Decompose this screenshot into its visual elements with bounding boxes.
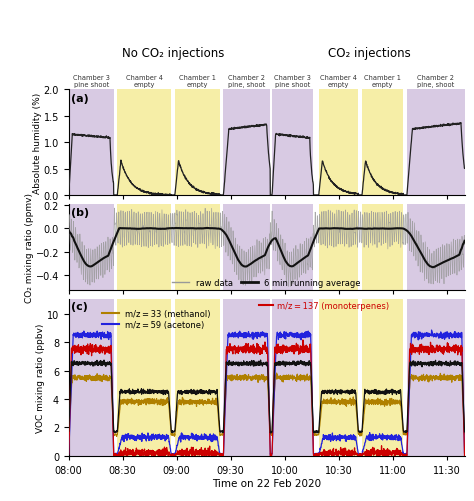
Text: m/z = 137 (monoterpenes): m/z = 137 (monoterpenes) (276, 302, 389, 311)
Legend: m/z = 33 (methanol), m/z = 59 (acetone): m/z = 33 (methanol), m/z = 59 (acetone) (99, 306, 214, 333)
X-axis label: Time on 22 Feb 2020: Time on 22 Feb 2020 (212, 477, 321, 487)
Text: Chamber 2
pine, shoot: Chamber 2 pine, shoot (228, 75, 265, 88)
Bar (69, 300, 114, 456)
Bar (319, 300, 358, 456)
Y-axis label: Absolute humidity (%): Absolute humidity (%) (33, 92, 42, 193)
Bar (223, 300, 270, 456)
Text: CO₂ injections: CO₂ injections (328, 47, 411, 60)
Bar (362, 90, 403, 195)
Text: No CO₂ injections: No CO₂ injections (122, 47, 225, 60)
Legend: raw data, 6 min running average: raw data, 6 min running average (169, 275, 364, 291)
Text: Chamber 1
empty: Chamber 1 empty (364, 75, 401, 88)
Y-axis label: CO₂ mixing ratio (ppmv): CO₂ mixing ratio (ppmv) (25, 193, 34, 303)
Bar (362, 205, 403, 291)
Text: Chamber 4
empty: Chamber 4 empty (126, 75, 163, 88)
Text: Chamber 4
empty: Chamber 4 empty (320, 75, 357, 88)
Bar (69, 205, 114, 291)
Bar (117, 90, 171, 195)
Text: (a): (a) (71, 93, 89, 103)
Text: Chamber 2
pine, shoot: Chamber 2 pine, shoot (417, 75, 455, 88)
Text: (b): (b) (71, 207, 89, 217)
Bar (175, 90, 220, 195)
Bar (272, 205, 313, 291)
Bar (69, 90, 114, 195)
Bar (407, 300, 465, 456)
Bar (272, 90, 313, 195)
Text: Chamber 1
empty: Chamber 1 empty (179, 75, 216, 88)
Text: (c): (c) (71, 302, 88, 312)
Bar (223, 90, 270, 195)
Bar (362, 300, 403, 456)
Bar (223, 205, 270, 291)
Bar (407, 90, 465, 195)
Bar (407, 205, 465, 291)
Bar (117, 300, 171, 456)
Bar (175, 300, 220, 456)
Text: Chamber 3
pine shoot: Chamber 3 pine shoot (73, 75, 109, 88)
Text: Chamber 3
pine shoot: Chamber 3 pine shoot (274, 75, 311, 88)
Bar (117, 205, 171, 291)
Y-axis label: VOC mixing ratio (ppbv): VOC mixing ratio (ppbv) (36, 323, 46, 432)
Bar (319, 205, 358, 291)
Bar (175, 205, 220, 291)
Bar (272, 300, 313, 456)
Bar (319, 90, 358, 195)
